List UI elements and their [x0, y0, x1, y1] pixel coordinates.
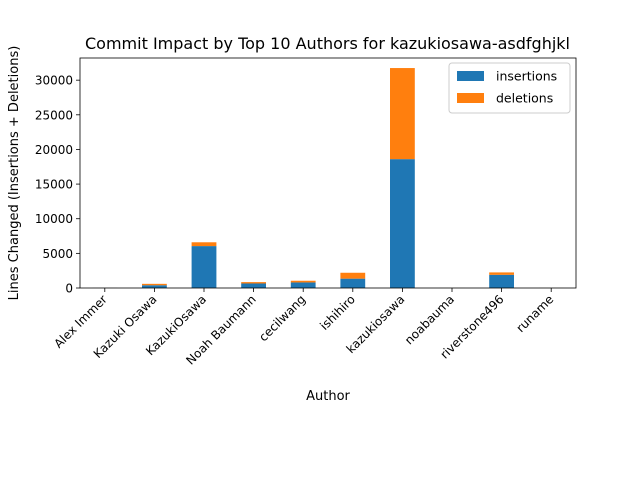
y-tick-label: 25000	[35, 108, 73, 122]
plot-frame	[79, 57, 577, 289]
y-tick-label: 15000	[35, 178, 73, 192]
bar-deletions	[241, 282, 266, 284]
y-tick-label: 0	[65, 282, 73, 296]
bar-deletions	[142, 283, 167, 286]
y-tick-label: 20000	[35, 143, 73, 157]
y-tick-label: 30000	[35, 74, 73, 88]
y-ticks-layer: 0 5000 10000 15000 20000 25000 30000	[35, 74, 80, 296]
x-tick-label: ishihiro	[317, 292, 358, 333]
bar-insertions	[290, 282, 316, 288]
bar-insertions	[241, 283, 266, 288]
bar-deletions	[340, 272, 366, 279]
y-axis-label: Lines Changed (Insertions + Deletions)	[7, 46, 22, 301]
legend: insertions deletions	[448, 62, 571, 114]
bar-insertions	[191, 246, 217, 288]
legend-swatch	[457, 71, 484, 81]
x-tick-label: runame	[513, 292, 556, 335]
bar-deletions	[290, 280, 316, 283]
bar-deletions	[489, 272, 514, 275]
bar-insertions	[390, 159, 415, 288]
bar-deletions	[191, 242, 217, 247]
x-axis-label: Author	[306, 389, 350, 404]
y-tick-label: 10000	[35, 212, 73, 226]
y-tick-label: 5000	[42, 247, 73, 261]
legend-swatch	[457, 93, 484, 103]
legend-label: deletions	[496, 91, 553, 106]
bar-insertions	[489, 274, 514, 288]
bar-insertions	[340, 278, 366, 288]
x-tick-label: cecilwang	[256, 292, 308, 344]
bars-layer	[92, 68, 564, 288]
bar-deletions	[390, 68, 415, 160]
legend-label: insertions	[496, 69, 557, 84]
chart-title: Commit Impact by Top 10 Authors for kazu…	[85, 34, 570, 53]
bar-insertions	[142, 285, 167, 288]
